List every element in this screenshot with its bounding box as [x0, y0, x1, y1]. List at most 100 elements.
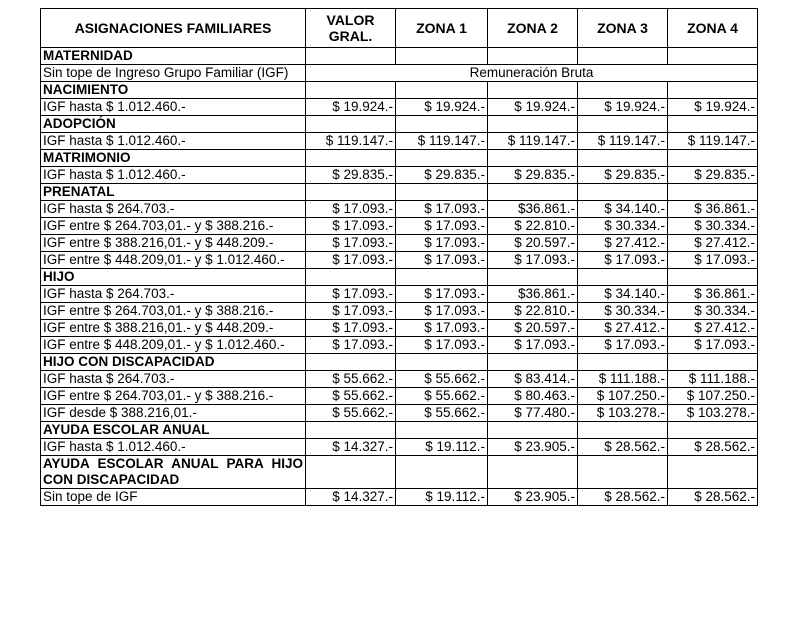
empty-cell: [577, 353, 668, 371]
row-label: IGF hasta $ 1.012.460.-: [40, 98, 306, 116]
section-row: PRENATAL: [40, 183, 758, 201]
amount: $ 107.250.-: [577, 387, 668, 405]
section-row: HIJO CON DISCAPACIDAD: [40, 353, 758, 371]
empty-cell: [667, 268, 758, 286]
section-row: HIJO: [40, 268, 758, 286]
empty-cell: [305, 353, 396, 371]
header-cell: ZONA 4: [667, 8, 758, 48]
amount: $ 34.140.-: [577, 285, 668, 303]
amount: $ 17.093.-: [395, 336, 488, 354]
data-row: IGF entre $ 264.703,01.- y $ 388.216.- $ …: [40, 302, 758, 320]
amount: $ 23.905.-: [487, 488, 578, 506]
amount: $ 36.861.-: [667, 285, 758, 303]
amount: $ 19.924.-: [395, 98, 488, 116]
amount: $ 17.093.-: [305, 217, 396, 235]
section-title: HIJO: [40, 268, 306, 286]
empty-cell: [395, 455, 488, 489]
header-row: ASIGNACIONES FAMILIARES VALOR GRAL. ZONA 1…: [40, 8, 758, 48]
data-row: IGF hasta $ 264.703.- $ 17.093.- $ 17.093.…: [40, 285, 758, 303]
amount: $ 19.924.-: [577, 98, 668, 116]
amount: $ 17.093.-: [305, 319, 396, 337]
empty-cell: [667, 183, 758, 201]
empty-cell: [667, 115, 758, 133]
empty-cell: [305, 455, 396, 489]
empty-cell: [395, 268, 488, 286]
data-row: IGF entre $ 264.703,01.- y $ 388.216.- $ …: [40, 217, 758, 235]
section-row: NACIMIENTO: [40, 81, 758, 99]
amount: $ 20.597.-: [487, 234, 578, 252]
empty-cell: [667, 149, 758, 167]
empty-cell: [395, 149, 488, 167]
amount: $ 55.662.-: [305, 370, 396, 388]
data-row: IGF hasta $ 1.012.460.- $ 29.835.- $ 29.83…: [40, 166, 758, 184]
amount: $ 29.835.-: [667, 166, 758, 184]
amount: $ 119.147.-: [577, 132, 668, 150]
amount: $ 22.810.-: [487, 217, 578, 235]
amount: $ 30.334.-: [577, 217, 668, 235]
amount: $36.861.-: [487, 200, 578, 218]
data-row: IGF hasta $ 1.012.460.- $ 119.147.- $ 119.…: [40, 132, 758, 150]
empty-cell: [487, 268, 578, 286]
amount: $ 19.924.-: [487, 98, 578, 116]
empty-cell: [487, 455, 578, 489]
amount: $ 34.140.-: [577, 200, 668, 218]
empty-cell: [305, 149, 396, 167]
data-row: IGF hasta $ 264.703.- $ 17.093.- $ 17.093.…: [40, 200, 758, 218]
amount: $ 17.093.-: [305, 336, 396, 354]
empty-cell: [487, 421, 578, 439]
empty-cell: [395, 81, 488, 99]
data-row: IGF entre $ 448.209,01.- y $ 1.012.460.-…: [40, 336, 758, 354]
header-cell: VALOR GRAL.: [305, 8, 396, 48]
amount: $ 55.662.-: [305, 387, 396, 405]
amount: $ 17.093.-: [395, 251, 488, 269]
empty-cell: [487, 115, 578, 133]
amount: $ 17.093.-: [667, 251, 758, 269]
row-label: IGF entre $ 388.216,01.- y $ 448.209.-: [40, 319, 306, 337]
data-row: IGF hasta $ 264.703.- $ 55.662.- $ 55.662.…: [40, 370, 758, 388]
amount: $ 29.835.-: [577, 166, 668, 184]
amount: $ 27.412.-: [667, 234, 758, 252]
amount: $ 28.562.-: [577, 438, 668, 456]
empty-cell: [487, 47, 578, 65]
data-row: IGF desde $ 388.216,01.- $ 55.662.- $ 55.6…: [40, 404, 758, 422]
amount: $ 27.412.-: [577, 234, 668, 252]
amount: $ 36.861.-: [667, 200, 758, 218]
amount: $ 111.188.-: [667, 370, 758, 388]
amount: $ 28.562.-: [667, 438, 758, 456]
amount: $ 103.278.-: [667, 404, 758, 422]
empty-cell: [487, 81, 578, 99]
row-label: IGF hasta $ 1.012.460.-: [40, 438, 306, 456]
data-row: IGF entre $ 448.209,01.- y $ 1.012.460.-…: [40, 251, 758, 269]
section-title: MATRIMONIO: [40, 149, 306, 167]
empty-cell: [667, 353, 758, 371]
merged-value: Remuneración Bruta: [305, 64, 758, 82]
amount: $ 30.334.-: [667, 217, 758, 235]
empty-cell: [577, 115, 668, 133]
empty-cell: [487, 149, 578, 167]
data-row: IGF entre $ 388.216,01.- y $ 448.209.- $ …: [40, 234, 758, 252]
amount: $ 119.147.-: [395, 132, 488, 150]
section-title: ADOPCIÓN: [40, 115, 306, 133]
amount: $ 17.093.-: [305, 234, 396, 252]
row-label: Sin tope de IGF: [40, 488, 306, 506]
section-title: PRENATAL: [40, 183, 306, 201]
amount: $ 30.334.-: [577, 302, 668, 320]
header-cell: ASIGNACIONES FAMILIARES: [40, 8, 306, 48]
amount: $ 17.093.-: [395, 234, 488, 252]
amount: $ 55.662.-: [395, 404, 488, 422]
amount: $ 29.835.-: [305, 166, 396, 184]
amount: $ 14.327.-: [305, 438, 396, 456]
amount: $ 14.327.-: [305, 488, 396, 506]
row-label: Sin tope de Ingreso Grupo Familiar (IGF): [40, 64, 306, 82]
amount: $ 119.147.-: [667, 132, 758, 150]
empty-cell: [395, 47, 488, 65]
row-label: IGF hasta $ 264.703.-: [40, 285, 306, 303]
amount: $ 17.093.-: [305, 285, 396, 303]
amount: $ 119.147.-: [487, 132, 578, 150]
amount: $ 17.093.-: [305, 251, 396, 269]
empty-cell: [395, 421, 488, 439]
amount: $ 17.093.-: [395, 319, 488, 337]
empty-cell: [577, 455, 668, 489]
row-label: IGF entre $ 264.703,01.- y $ 388.216.-: [40, 302, 306, 320]
